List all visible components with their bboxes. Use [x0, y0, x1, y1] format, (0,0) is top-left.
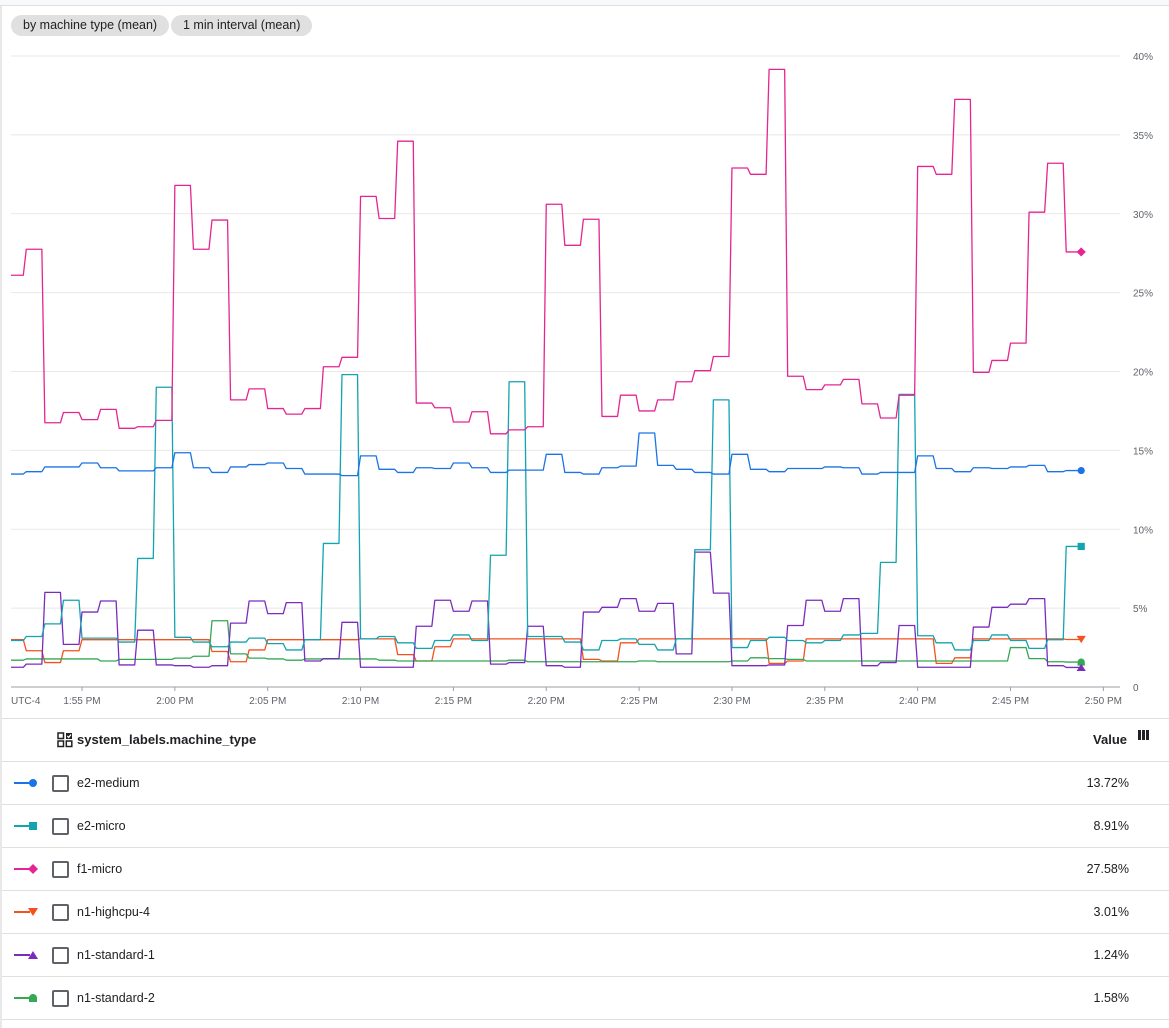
x-tick-label: 2:40 PM: [899, 696, 936, 707]
series-triangle-down-icon: [14, 908, 38, 916]
series-name: e2-medium: [77, 776, 140, 790]
series-name: f1-micro: [77, 862, 123, 876]
legend-row-n1-standard-1[interactable]: n1-standard-1 1.24%: [2, 934, 1169, 977]
y-tick-label: 15%: [1133, 446, 1153, 457]
y-tick-label: 25%: [1133, 289, 1153, 300]
legend-column-title[interactable]: system_labels.machine_type: [77, 732, 257, 747]
series-checkbox[interactable]: [52, 947, 69, 964]
legend-value-title[interactable]: Value: [1093, 732, 1127, 747]
legend-row-n1-highcpu-4[interactable]: n1-highcpu-4 3.01%: [2, 891, 1169, 934]
series-marker-n1-highcpu-4: [1076, 635, 1086, 644]
legend-row-f1-micro[interactable]: f1-micro 27.58%: [2, 848, 1169, 891]
columns-icon[interactable]: [1138, 730, 1149, 740]
x-tick-label: 2:05 PM: [249, 696, 286, 707]
series-marker-e2-micro: [1077, 542, 1085, 551]
x-tick-label: 2:35 PM: [806, 696, 843, 707]
legend-row-n1-standard-2[interactable]: n1-standard-2 1.58%: [2, 977, 1169, 1020]
x-tick-label: 2:00 PM: [156, 696, 193, 707]
series-marker-n1-standard-1: [1076, 663, 1086, 672]
x-tick-label: 2:30 PM: [713, 696, 750, 707]
series-checkbox[interactable]: [52, 861, 69, 878]
series-checkbox[interactable]: [52, 775, 69, 792]
group-by-chip[interactable]: by machine type (mean): [11, 15, 170, 36]
y-tick-label: 35%: [1133, 131, 1153, 142]
legend-table: system_labels.machine_type Value e2-medi…: [2, 718, 1169, 1020]
series-circle-icon: [14, 779, 37, 787]
series-name: e2-micro: [77, 819, 126, 833]
top-toolbar-strip: [0, 0, 1169, 6]
series-checkbox[interactable]: [52, 904, 69, 921]
legend-header: system_labels.machine_type Value: [2, 718, 1169, 762]
series-value: 1.58%: [1093, 991, 1129, 1005]
column-select-icon[interactable]: [57, 732, 73, 748]
series-checkbox[interactable]: [52, 990, 69, 1007]
series-line-e2-medium: [11, 432, 1082, 477]
x-tick-label: 2:20 PM: [528, 696, 565, 707]
y-tick-label: 0: [1133, 683, 1139, 694]
series-diamond-icon: [14, 864, 38, 874]
interval-chip[interactable]: 1 min interval (mean): [171, 15, 313, 36]
y-tick-label: 5%: [1133, 604, 1148, 615]
series-line-f1-micro: [11, 68, 1082, 435]
series-marker-n1-standard-2: [1077, 658, 1085, 666]
series-line-n1-standard-2: [11, 620, 1082, 663]
series-marker-e2-medium: [1077, 466, 1085, 475]
legend-row-e2-micro[interactable]: e2-micro 8.91%: [2, 805, 1169, 848]
series-line-n1-standard-1: [11, 551, 1082, 669]
x-tick-label: 2:10 PM: [342, 696, 379, 707]
series-name: n1-standard-1: [77, 948, 155, 962]
series-marker-f1-micro: [1076, 247, 1086, 257]
series-value: 3.01%: [1093, 905, 1129, 919]
series-value: 8.91%: [1093, 819, 1129, 833]
panel-border: [0, 6, 2, 1028]
y-tick-label: 30%: [1133, 210, 1153, 221]
x-tick-label: 2:45 PM: [992, 696, 1029, 707]
x-tick-label: 2:50 PM: [1085, 696, 1122, 707]
series-triangle-up-icon: [14, 951, 38, 959]
series-value: 13.72%: [1086, 776, 1129, 790]
x-tick-label: 1:55 PM: [63, 696, 100, 707]
series-name: n1-standard-2: [77, 991, 155, 1005]
series-checkbox[interactable]: [52, 818, 69, 835]
series-square-icon: [14, 822, 37, 830]
y-tick-label: 40%: [1133, 52, 1153, 63]
y-tick-label: 10%: [1133, 525, 1153, 536]
series-value: 1.24%: [1093, 948, 1129, 962]
series-name: n1-highcpu-4: [77, 905, 150, 919]
x-tick-label: 2:25 PM: [620, 696, 657, 707]
y-tick-label: 20%: [1133, 368, 1153, 379]
series-tombstone-icon: [14, 994, 37, 1002]
time-series-chart: 0 5% 10% 15% 20% 25% 30% 35% 40% UTC-4 1:55 PM 2:00…: [11, 52, 1153, 707]
x-tick-label: 2:15 PM: [435, 696, 472, 707]
legend-row-e2-medium[interactable]: e2-medium 13.72%: [2, 762, 1169, 805]
timezone-label: UTC-4: [11, 696, 41, 707]
series-value: 27.58%: [1086, 862, 1129, 876]
series-line-e2-micro: [11, 374, 1082, 651]
